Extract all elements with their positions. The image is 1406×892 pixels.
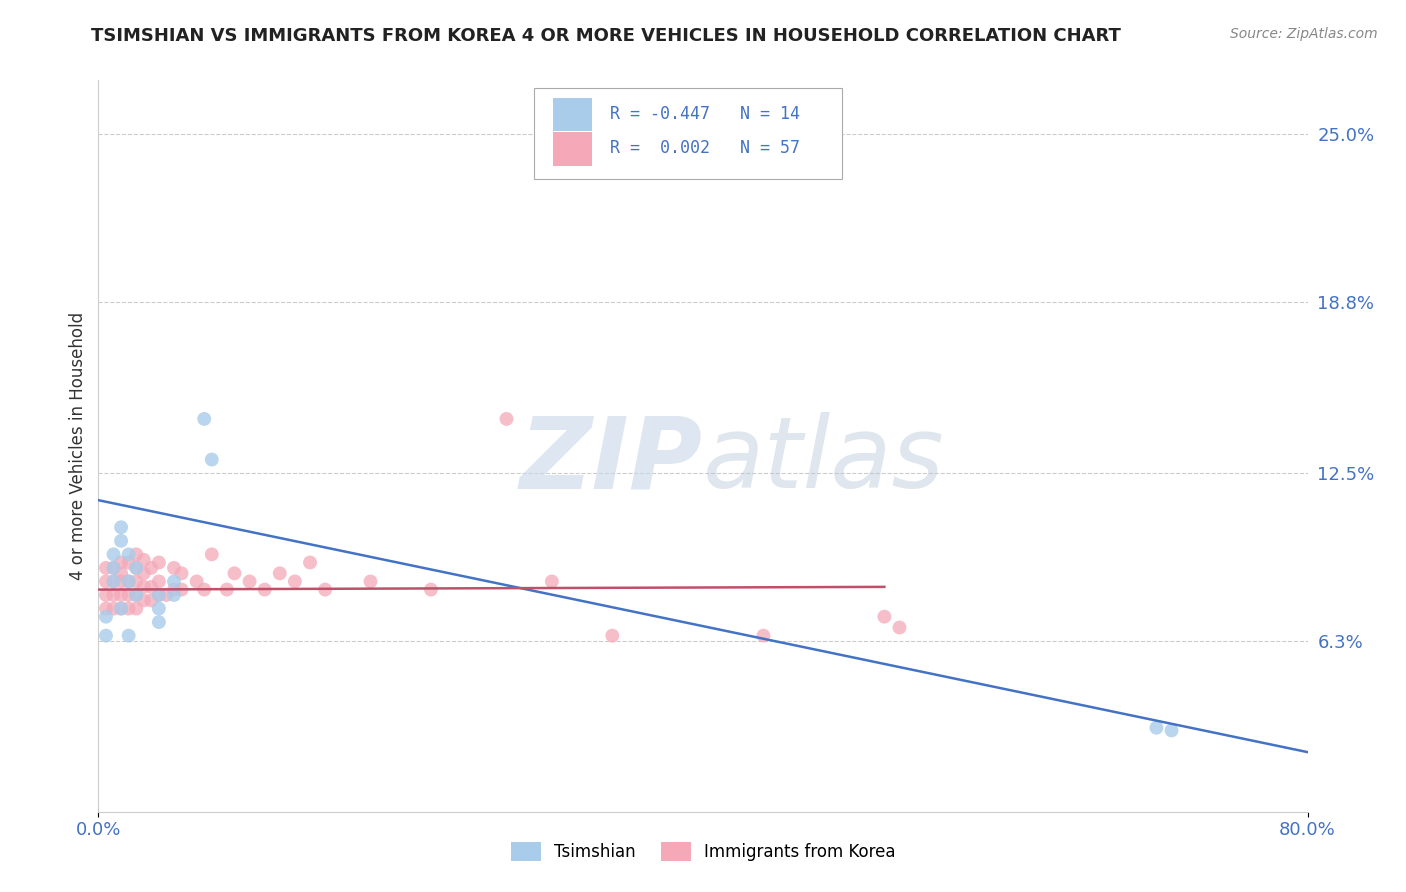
Point xyxy=(132,553,155,567)
Text: R =  0.002   N = 57: R = 0.002 N = 57 xyxy=(610,139,800,157)
Point xyxy=(94,561,117,575)
Point xyxy=(118,629,141,643)
Point xyxy=(148,588,170,602)
Text: atlas: atlas xyxy=(703,412,945,509)
Point xyxy=(148,588,170,602)
Point xyxy=(148,601,170,615)
Point xyxy=(110,601,132,615)
Point xyxy=(495,412,517,426)
Point xyxy=(110,588,132,602)
Point xyxy=(118,574,141,589)
Text: Source: ZipAtlas.com: Source: ZipAtlas.com xyxy=(1230,27,1378,41)
Point xyxy=(103,547,125,561)
Point xyxy=(148,556,170,570)
Point xyxy=(94,609,117,624)
Point xyxy=(103,588,125,602)
Point xyxy=(215,582,238,597)
Point xyxy=(141,593,163,607)
FancyBboxPatch shape xyxy=(534,87,842,179)
Point xyxy=(752,141,775,155)
Point xyxy=(125,601,148,615)
Point xyxy=(141,580,163,594)
Point xyxy=(103,561,125,575)
FancyBboxPatch shape xyxy=(553,98,592,131)
Point xyxy=(420,582,443,597)
Legend: Tsimshian, Immigrants from Korea: Tsimshian, Immigrants from Korea xyxy=(502,833,904,869)
Point xyxy=(110,601,132,615)
Point xyxy=(1160,723,1182,738)
Point xyxy=(269,566,291,581)
Point xyxy=(201,452,224,467)
Point xyxy=(103,574,125,589)
Point xyxy=(132,566,155,581)
Point xyxy=(148,574,170,589)
Point xyxy=(170,582,193,597)
Point xyxy=(224,566,246,581)
Text: TSIMSHIAN VS IMMIGRANTS FROM KOREA 4 OR MORE VEHICLES IN HOUSEHOLD CORRELATION C: TSIMSHIAN VS IMMIGRANTS FROM KOREA 4 OR … xyxy=(91,27,1121,45)
Point xyxy=(239,574,262,589)
Point xyxy=(314,582,336,597)
Point xyxy=(163,582,186,597)
Y-axis label: 4 or more Vehicles in Household: 4 or more Vehicles in Household xyxy=(69,312,87,580)
Point xyxy=(193,412,215,426)
FancyBboxPatch shape xyxy=(553,132,592,166)
Point xyxy=(125,588,148,602)
Point xyxy=(110,533,132,548)
Point xyxy=(253,582,276,597)
Point xyxy=(1144,721,1167,735)
Point xyxy=(94,588,117,602)
Point xyxy=(602,629,624,643)
Point xyxy=(103,561,125,575)
Point xyxy=(284,574,307,589)
Point xyxy=(118,556,141,570)
Point xyxy=(94,629,117,643)
Point xyxy=(155,588,177,602)
Point xyxy=(889,620,911,634)
Point xyxy=(118,547,141,561)
Point xyxy=(186,574,208,589)
Point xyxy=(94,574,117,589)
Point xyxy=(299,556,322,570)
Point xyxy=(170,566,193,581)
Point xyxy=(125,561,148,575)
Point xyxy=(118,574,141,589)
Point xyxy=(110,556,132,570)
Point xyxy=(118,588,141,602)
Point xyxy=(132,593,155,607)
Point xyxy=(163,561,186,575)
Point xyxy=(110,566,132,581)
Point xyxy=(163,588,186,602)
Point xyxy=(141,561,163,575)
Point xyxy=(110,520,132,534)
Point xyxy=(125,561,148,575)
Point xyxy=(132,580,155,594)
Point xyxy=(360,574,382,589)
Point xyxy=(94,601,117,615)
Point xyxy=(193,582,215,597)
Point xyxy=(752,629,775,643)
Point xyxy=(125,574,148,589)
Point xyxy=(540,574,562,589)
Point xyxy=(163,574,186,589)
Point xyxy=(873,609,896,624)
Point xyxy=(103,601,125,615)
Text: ZIP: ZIP xyxy=(520,412,703,509)
Point xyxy=(118,601,141,615)
Point xyxy=(110,574,132,589)
Point xyxy=(148,615,170,629)
Point xyxy=(125,547,148,561)
Point xyxy=(125,588,148,602)
Text: R = -0.447   N = 14: R = -0.447 N = 14 xyxy=(610,105,800,123)
Point xyxy=(201,547,224,561)
Point xyxy=(103,574,125,589)
